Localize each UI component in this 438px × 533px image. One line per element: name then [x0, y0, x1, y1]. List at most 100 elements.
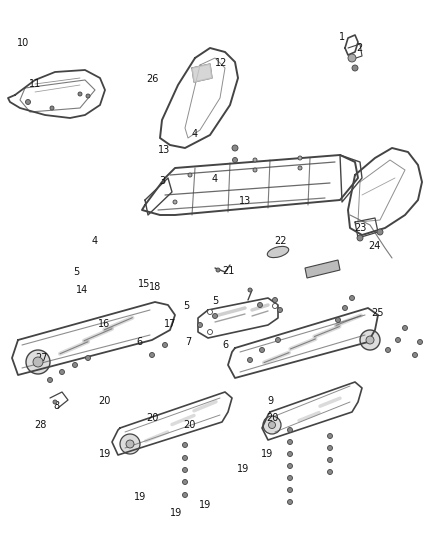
- Circle shape: [25, 100, 31, 104]
- Text: 19: 19: [199, 500, 211, 510]
- Text: 4: 4: [192, 130, 198, 139]
- Circle shape: [328, 433, 332, 439]
- Circle shape: [198, 322, 202, 327]
- Ellipse shape: [267, 246, 289, 257]
- Circle shape: [287, 451, 293, 456]
- Text: 23: 23: [354, 223, 366, 233]
- Text: 16: 16: [98, 319, 110, 329]
- Circle shape: [287, 499, 293, 505]
- Circle shape: [377, 229, 383, 235]
- Text: 21: 21: [223, 266, 235, 276]
- Circle shape: [352, 65, 358, 71]
- Circle shape: [183, 492, 187, 497]
- Circle shape: [253, 158, 257, 162]
- Circle shape: [183, 456, 187, 461]
- Text: 15: 15: [138, 279, 151, 288]
- Polygon shape: [192, 64, 212, 82]
- Text: 5: 5: [183, 302, 189, 311]
- Text: 5: 5: [212, 296, 219, 306]
- Circle shape: [233, 157, 237, 163]
- Text: 19: 19: [237, 464, 249, 474]
- Circle shape: [259, 348, 265, 352]
- Circle shape: [208, 310, 212, 314]
- Text: 26: 26: [146, 74, 159, 84]
- Circle shape: [183, 480, 187, 484]
- Text: 2: 2: [356, 43, 362, 53]
- Circle shape: [258, 303, 262, 308]
- Circle shape: [328, 470, 332, 474]
- Text: 13: 13: [239, 197, 251, 206]
- Text: 12: 12: [215, 58, 227, 68]
- Circle shape: [328, 446, 332, 450]
- Circle shape: [366, 336, 374, 344]
- Text: 20: 20: [266, 414, 279, 423]
- Text: 3: 3: [159, 176, 165, 186]
- Text: 20: 20: [98, 396, 110, 406]
- Text: 25: 25: [371, 309, 384, 318]
- Circle shape: [208, 329, 212, 335]
- Circle shape: [50, 106, 54, 110]
- Circle shape: [268, 422, 276, 429]
- Circle shape: [212, 313, 218, 319]
- Text: 6: 6: [136, 337, 142, 347]
- Circle shape: [357, 235, 363, 241]
- Circle shape: [247, 358, 252, 362]
- Circle shape: [298, 156, 302, 160]
- Circle shape: [78, 92, 82, 96]
- Circle shape: [350, 295, 354, 301]
- Circle shape: [287, 427, 293, 432]
- Circle shape: [162, 343, 167, 348]
- Circle shape: [183, 467, 187, 472]
- Text: 9: 9: [268, 396, 274, 406]
- Circle shape: [253, 168, 257, 172]
- Text: 18: 18: [149, 282, 162, 292]
- Circle shape: [248, 288, 252, 292]
- Circle shape: [287, 475, 293, 481]
- Circle shape: [86, 94, 90, 98]
- Circle shape: [278, 308, 283, 312]
- Circle shape: [272, 297, 278, 303]
- Circle shape: [287, 464, 293, 469]
- Circle shape: [413, 352, 417, 358]
- Circle shape: [232, 145, 238, 151]
- Text: 27: 27: [35, 353, 48, 363]
- Circle shape: [183, 442, 187, 448]
- Circle shape: [348, 54, 356, 62]
- Circle shape: [47, 377, 53, 383]
- Polygon shape: [305, 260, 340, 278]
- Circle shape: [33, 357, 43, 367]
- Circle shape: [360, 330, 380, 350]
- Text: 17: 17: [164, 319, 176, 329]
- Circle shape: [149, 352, 155, 358]
- Circle shape: [276, 337, 280, 343]
- Circle shape: [26, 350, 50, 374]
- Circle shape: [60, 369, 64, 375]
- Circle shape: [126, 440, 134, 448]
- Text: 20: 20: [146, 414, 159, 423]
- Text: 24: 24: [368, 241, 381, 251]
- Circle shape: [403, 326, 407, 330]
- Circle shape: [385, 348, 391, 352]
- Text: 19: 19: [134, 492, 146, 502]
- Text: 20: 20: [183, 421, 195, 430]
- Text: 11: 11: [29, 79, 41, 89]
- Text: 19: 19: [99, 449, 111, 459]
- Circle shape: [396, 337, 400, 343]
- Text: 5: 5: [74, 267, 80, 277]
- Text: 1: 1: [339, 33, 345, 42]
- Circle shape: [343, 305, 347, 311]
- Circle shape: [272, 303, 278, 309]
- Text: 10: 10: [17, 38, 29, 47]
- Circle shape: [173, 200, 177, 204]
- Text: 4: 4: [212, 174, 218, 183]
- Text: 19: 19: [261, 449, 273, 459]
- Circle shape: [287, 440, 293, 445]
- Circle shape: [53, 400, 57, 404]
- Text: 8: 8: [53, 401, 59, 411]
- Text: 4: 4: [91, 236, 97, 246]
- Circle shape: [287, 488, 293, 492]
- Circle shape: [188, 173, 192, 177]
- Text: 6: 6: [223, 341, 229, 350]
- Circle shape: [328, 457, 332, 463]
- Circle shape: [298, 166, 302, 170]
